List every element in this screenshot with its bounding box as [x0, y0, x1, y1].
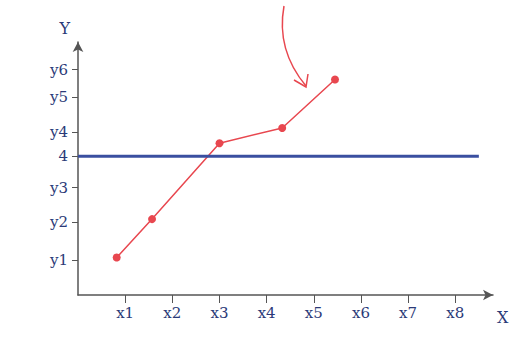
svg-text:x1: x1 — [116, 304, 134, 322]
svg-text:y5: y5 — [49, 88, 68, 106]
svg-text:x2: x2 — [163, 304, 181, 322]
svg-text:y1: y1 — [49, 251, 68, 269]
svg-text:y6: y6 — [49, 61, 68, 79]
svg-text:Y: Y — [58, 19, 70, 38]
svg-text:x8: x8 — [446, 304, 464, 322]
svg-text:x4: x4 — [258, 304, 276, 322]
svg-text:x5: x5 — [305, 304, 323, 322]
svg-text:y2: y2 — [49, 213, 68, 231]
svg-text:X: X — [497, 308, 509, 327]
svg-text:4: 4 — [58, 147, 68, 165]
svg-text:x6: x6 — [352, 304, 370, 322]
svg-text:y4: y4 — [49, 123, 68, 141]
svg-text:x3: x3 — [210, 304, 228, 322]
svg-text:y3: y3 — [49, 179, 68, 197]
svg-text:x7: x7 — [399, 304, 417, 322]
